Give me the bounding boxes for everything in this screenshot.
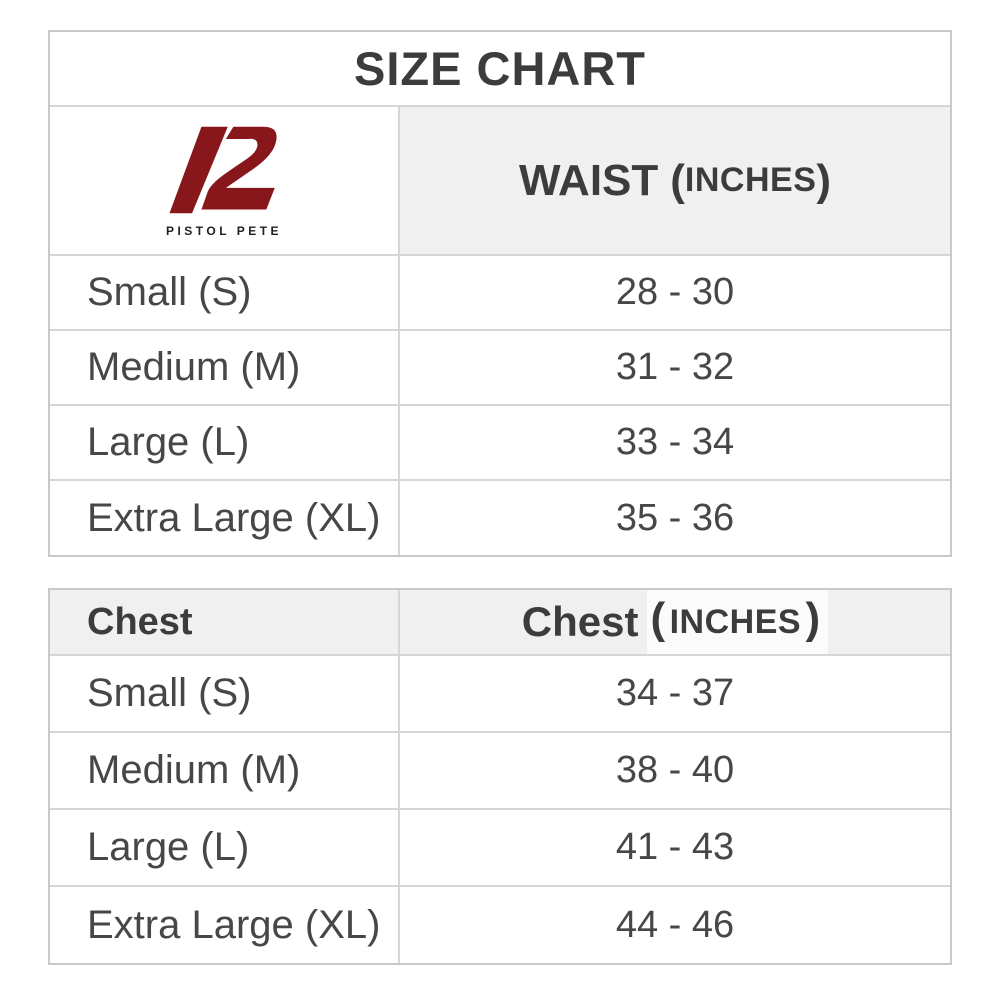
size-range: 34 - 37 — [615, 672, 735, 714]
logo-stem-shape — [169, 126, 228, 214]
size-range: 41 - 43 — [615, 826, 735, 868]
waist-column-header: WAIST ( INCHES ) — [400, 107, 950, 256]
waist-size-table: SIZE CHART PISTOL PETE WAIST ( INCHES ) … — [48, 30, 952, 557]
waist-header-open-paren: ( — [670, 155, 685, 205]
size-label: Small (S) — [87, 270, 252, 314]
size-label: Small (S) — [87, 671, 252, 715]
size-range: 38 - 40 — [615, 749, 735, 791]
table-row-value: 35 - 36 — [400, 481, 950, 555]
logo-two-shape — [201, 126, 277, 210]
waist-header-main: WAIST — [518, 155, 659, 205]
size-range: 31 - 32 — [615, 346, 735, 388]
chest-header-open-paren: ( — [650, 594, 666, 643]
size-label: Extra Large (XL) — [87, 495, 381, 540]
tables-wrap: SIZE CHART PISTOL PETE WAIST ( INCHES ) … — [48, 30, 952, 965]
table-row-label: Medium (M) — [50, 331, 400, 406]
size-range: 35 - 36 — [615, 496, 735, 539]
table-row-label: Extra Large (XL) — [50, 481, 400, 555]
pistol-pete-logo-icon — [169, 126, 277, 214]
table-row-label: Large (L) — [50, 810, 400, 887]
size-label: Medium (M) — [87, 748, 301, 792]
waist-header-unit: INCHES — [684, 161, 817, 199]
chest-header-unit-patch: ( INCHES ) — [646, 590, 829, 654]
table-row-value: 33 - 34 — [400, 406, 950, 481]
size-label: Extra Large (XL) — [87, 902, 381, 947]
size-chart-title-cell: SIZE CHART — [50, 32, 950, 107]
size-range: 33 - 34 — [615, 421, 735, 463]
table-row-value: 44 - 46 — [400, 887, 950, 963]
table-row-value: 41 - 43 — [400, 810, 950, 887]
size-label: Large (L) — [87, 825, 250, 869]
chest-row-header: Chest — [87, 600, 193, 643]
chest-row-header-cell: Chest — [50, 590, 400, 656]
table-row-label: Large (L) — [50, 406, 400, 481]
chest-header-unit: INCHES — [669, 603, 802, 641]
waist-header-close-paren: ) — [816, 155, 832, 205]
size-label: Medium (M) — [87, 345, 301, 389]
table-row-value: 38 - 40 — [400, 733, 950, 810]
size-range: 28 - 30 — [615, 271, 735, 313]
chest-column-header: Chest ( INCHES ) — [400, 590, 950, 656]
brand-name: PISTOL PETE — [165, 224, 283, 238]
brand-logo-cell: PISTOL PETE — [50, 107, 400, 256]
table-row-label: Medium (M) — [50, 733, 400, 810]
table-row-label: Extra Large (XL) — [50, 887, 400, 963]
table-row-label: Small (S) — [50, 256, 400, 331]
table-row-value: 28 - 30 — [400, 256, 950, 331]
table-row-value: 31 - 32 — [400, 331, 950, 406]
chest-size-table: Chest Chest ( INCHES ) Small (S) 34 - 37… — [48, 588, 952, 965]
chest-header-main: Chest — [521, 598, 639, 645]
table-row-label: Small (S) — [50, 656, 400, 733]
size-label: Large (L) — [87, 420, 250, 464]
chest-header-close-paren: ) — [805, 594, 821, 643]
table-row-value: 34 - 37 — [400, 656, 950, 733]
size-range: 44 - 46 — [615, 903, 735, 946]
size-chart-title: SIZE CHART — [354, 42, 646, 95]
